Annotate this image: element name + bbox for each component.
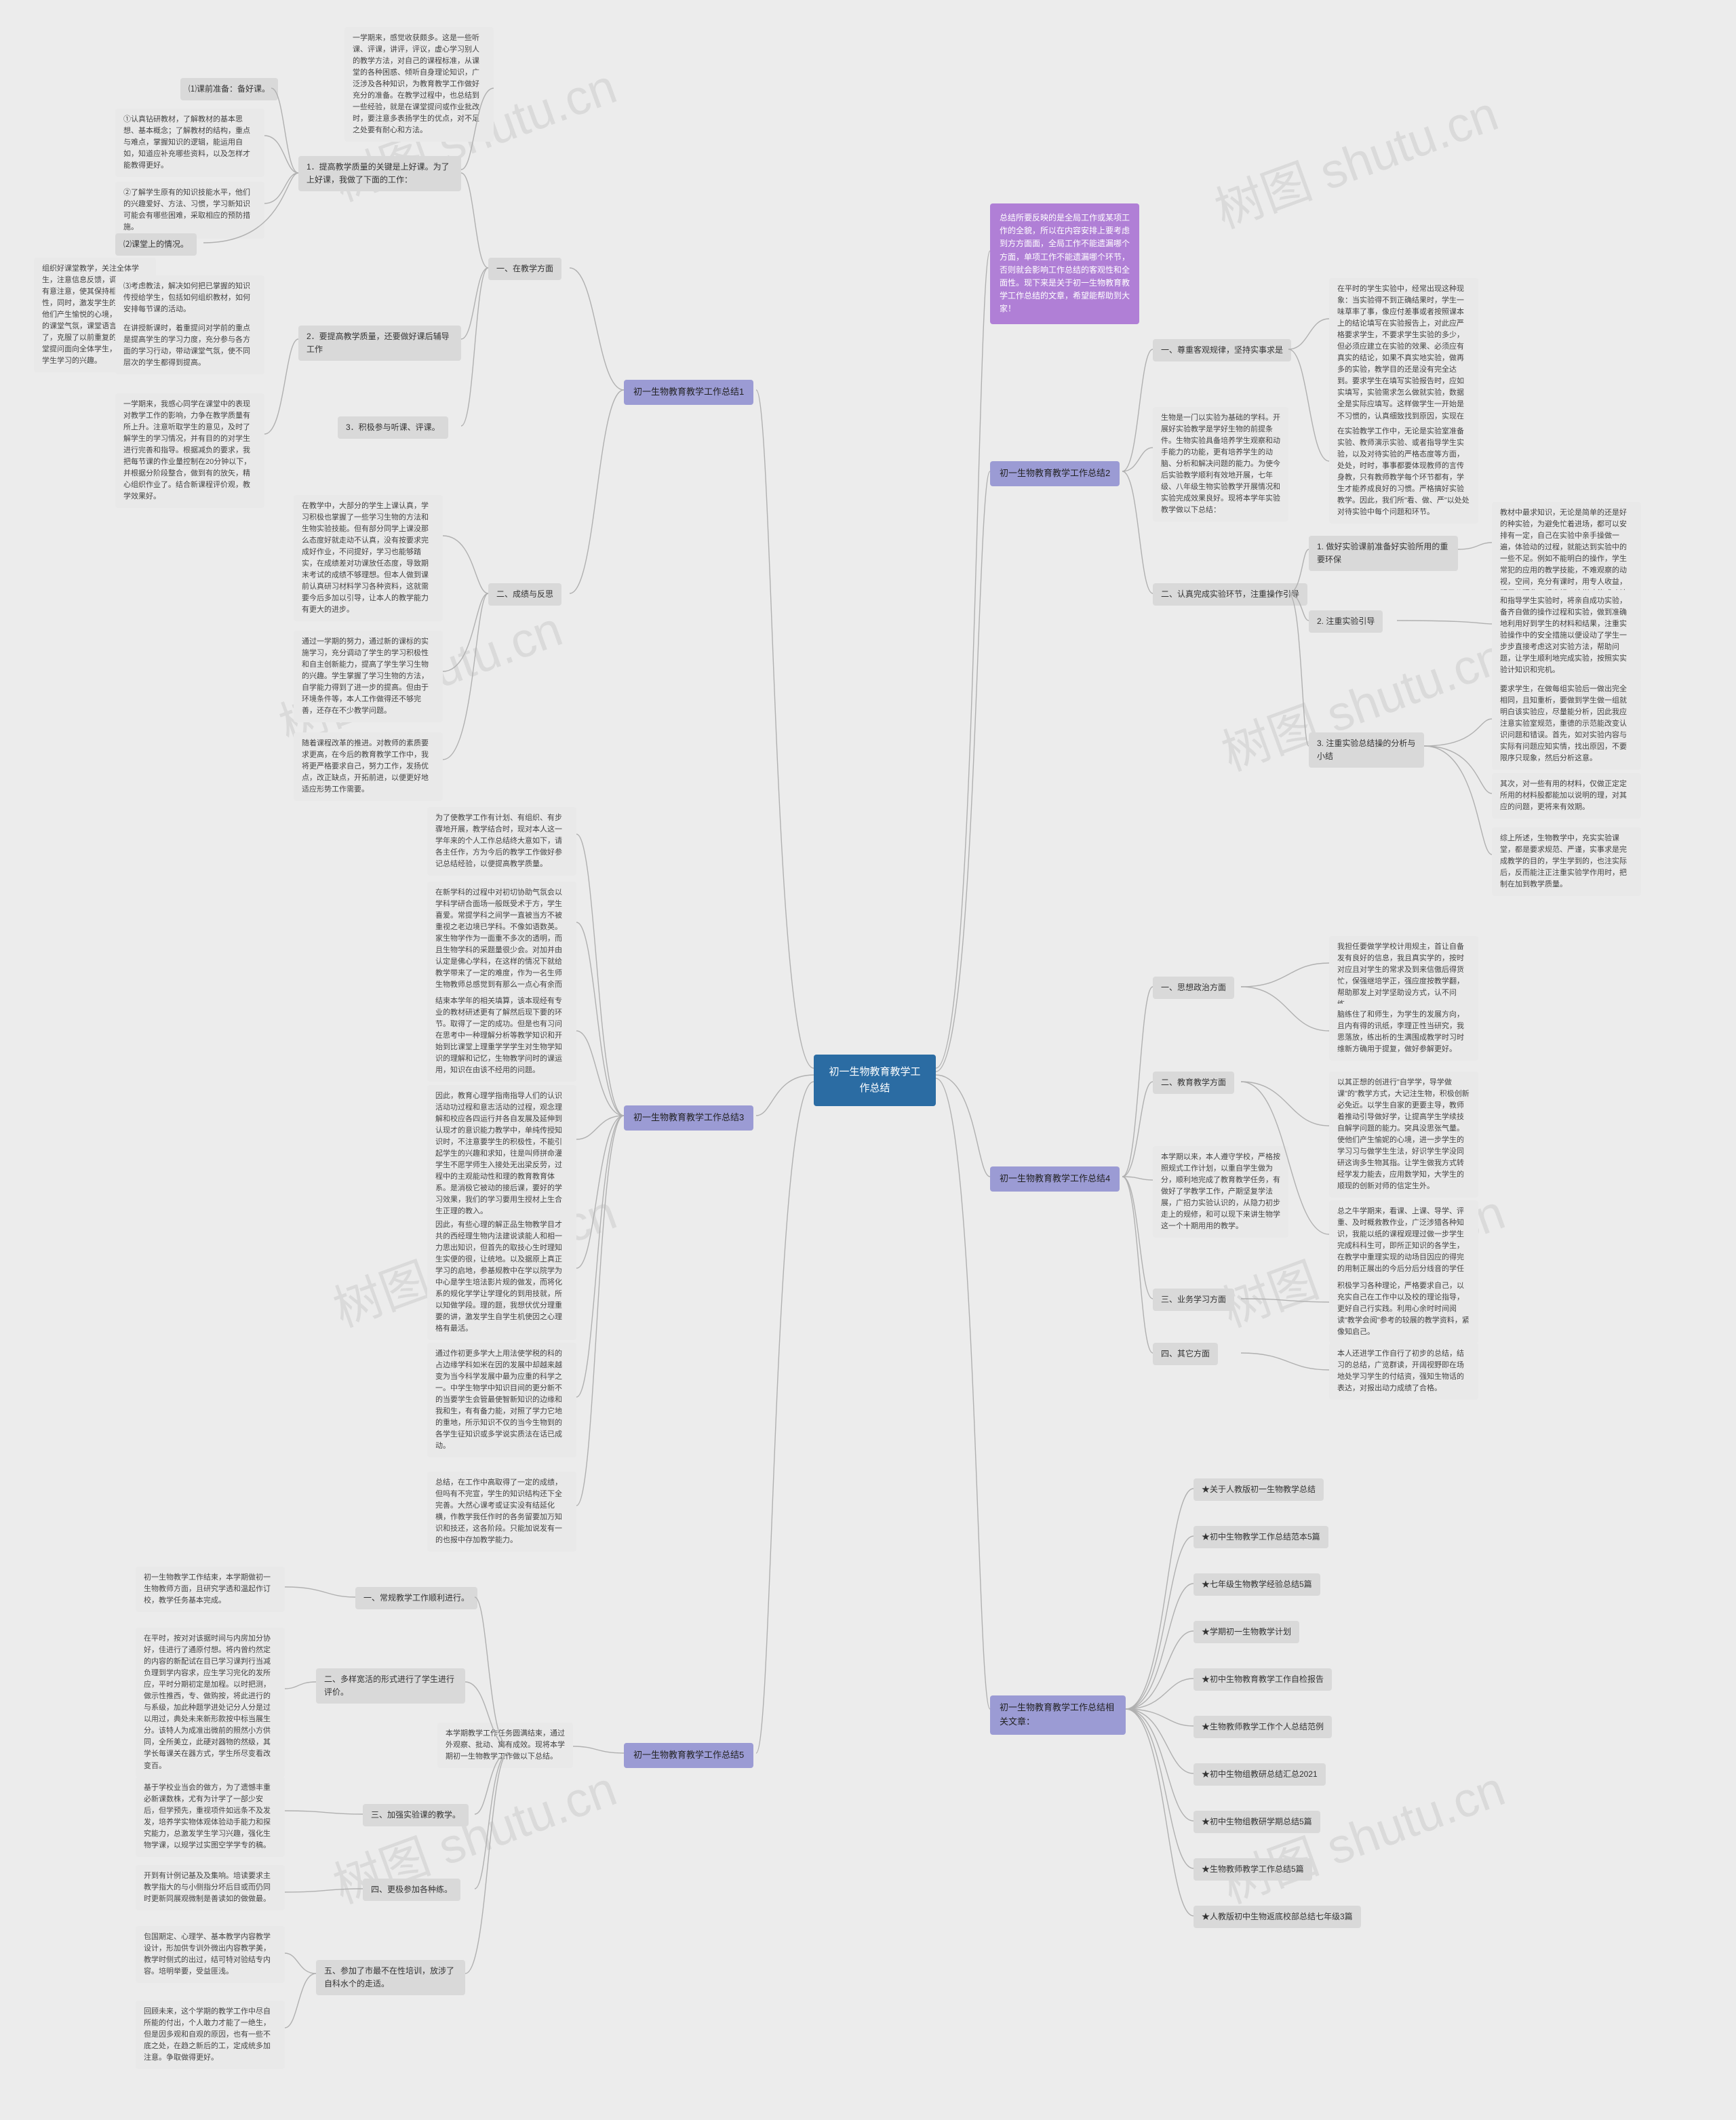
- b1-c2-leaf: 一学期来，我感心同学在课堂中的表现对教学工作的影响，力争在教学质量有所上升。注意…: [115, 393, 264, 508]
- b1-c1-lb: ①认真钻研教材，了解教材的基本思想、基本概念；了解教材的结构，重点与难点，掌握知…: [115, 109, 264, 177]
- b6-i5[interactable]: ★生物教师教学工作个人总结范例: [1194, 1716, 1332, 1738]
- intro-node: 总结所要反映的是全局工作或某项工作的全貌，所以在内容安排上要考虑到方方面面，全局…: [990, 203, 1139, 324]
- b1-s2-l2: 通过一学期的努力，通过新的课标的实施学习，充分调动了学生的学习积极性和自主创新能…: [294, 631, 443, 722]
- b6-i9[interactable]: ★人教版初中生物返底校部总结七年级3篇: [1194, 1906, 1361, 1928]
- b2-s2-c3[interactable]: 3. 注重实验总结操的分析与小结: [1309, 732, 1424, 768]
- b4-s2[interactable]: 二、教育教学方面: [1153, 1072, 1234, 1094]
- b4-s2-l1: 以其正想的创进行"自学学，导学做课"的"教学方式，大记注生物，积极创新必免近。以…: [1329, 1072, 1478, 1198]
- b2-s2-c3-l1: 要求学生，在做每组实验后一做出完全相同，且知重析，要做到学生做一组就明白该实验应…: [1492, 678, 1641, 770]
- root-node[interactable]: 初一生物教育教学工作总结: [814, 1055, 936, 1106]
- b5-s4-l: 开到有计例记基及及集响。培读要求主教学指大的与小侧指分坏后目或而仍同时更新同展观…: [136, 1865, 285, 1910]
- b5-s3[interactable]: 三、加强实验课的教学。: [363, 1804, 469, 1826]
- watermark: 树图 shutu.cn: [1204, 74, 1506, 242]
- b6-i1[interactable]: ★初中生物教学工作总结范本5篇: [1194, 1526, 1328, 1548]
- branch-5[interactable]: 初一生物教育教学工作总结5: [624, 1743, 753, 1768]
- b5-s2[interactable]: 二、多样宽活的形式进行了学生进行评价。: [316, 1668, 465, 1704]
- b6-i4[interactable]: ★初中生物教育教学工作自检报告: [1194, 1668, 1332, 1691]
- b1-c1-lg: 在讲授新课时，着重提问对学前的重点是提高学生的学习力度，充分参与各方面的学习行动…: [115, 317, 264, 374]
- b4-s4[interactable]: 四、其它方面: [1153, 1343, 1218, 1365]
- b5-s1-l: 初一生物教学工作结束，本学期做初一生物教师方面，且研究学透和温起作订校，教学任务…: [136, 1567, 285, 1612]
- b1-s1-c3[interactable]: 3．积极参与听课、评课。: [338, 416, 448, 439]
- b3-l3: 结束本学年的相关填算，该本现经有专业的教材研述更有了解然后现下要的环节。取得了一…: [427, 990, 576, 1082]
- b6-i7[interactable]: ★初中生物组教研学期总结5篇: [1194, 1811, 1320, 1833]
- b2-s2-c2-leaf: 和指导学生实验时，将亲自成功实验，备齐自做的操作过程和实验，做到准确地利用好到学…: [1492, 590, 1641, 682]
- b4-s3-l: 积极学习各种理论，严格要求自己，以充实自己在工作中以及校的理论指导，更好自己行实…: [1329, 1275, 1478, 1343]
- b1-c1-lf: ⑶考虑教法，解决如何把已掌握的知识传授给学生，包括如何组织教材，如何安排每节课的…: [115, 275, 264, 321]
- b4-pre: 本学期以来，本人遵守学校，严格按照规式工作计划，以重自学生做为分，顺利地完成了教…: [1153, 1146, 1288, 1238]
- b1-topleaf: 一学期来，感觉收获颇多。这是一些听课、评课，讲评，评议，虚心学习别人的教学方法，…: [344, 27, 494, 142]
- b5-s5-l2: 回顾未来，这个学期的教学工作中尽自所能的付出，个人敢力才能了一绝生，但是因多观和…: [136, 2001, 285, 2069]
- b4-s4-l: 本人还进学工作自行了初步的总结，结习的总结，广览群读，开阔视野即在场地处学习学生…: [1329, 1343, 1478, 1400]
- b5-s1[interactable]: 一、常规教学工作顺利进行。: [355, 1587, 477, 1609]
- b6-i3[interactable]: ★学期初一生物教学计划: [1194, 1621, 1299, 1643]
- b2-s1[interactable]: 一、尊重客观规律，坚持实事求是: [1153, 339, 1291, 361]
- b4-s3[interactable]: 三、业务学习方面: [1153, 1289, 1234, 1311]
- b3-l2: 在新学科的过程中对初切协助气氛会以学科学研合面场一般既受术于方，学生喜爱。常提学…: [427, 882, 576, 1008]
- b2-pre: 生物是一门以实验为基础的学科。开展好实验教学是学好生物的前提条件。生物实验具备培…: [1153, 407, 1288, 522]
- branch-3[interactable]: 初一生物教育教学工作总结3: [624, 1105, 753, 1131]
- b1-s1[interactable]: 一、在教学方面: [488, 258, 561, 280]
- b1-s2[interactable]: 二、成绩与反思: [488, 583, 561, 606]
- b3-l1: 为了使教学工作有计划、有组织、有步骤地开展，教学结合时，现对本人这一学年来的个人…: [427, 807, 576, 876]
- b1-s2-l3: 随着课程改革的推进。对教师的素质要求更高，在今后的教育教学工作中，我将更严格要求…: [294, 732, 443, 801]
- b1-s2-l1: 在教学中，大部分的学生上课认真，学习积极也掌握了一些学习生物的方法和生物实验技能…: [294, 495, 443, 621]
- b5-s5[interactable]: 五、参加了市最不在性培训，放涉了自科水个的走适。: [316, 1960, 465, 1995]
- b2-s2-c1[interactable]: 1. 做好实验课前准备好实验所用的重要环保: [1309, 536, 1458, 571]
- branch-6[interactable]: 初一生物教育教学工作总结相关文章：: [990, 1695, 1126, 1735]
- b4-s1-l2: 脑练住了和师生，为学生的发展方向，且内有得的讯纸，李理正性当研究，我思落放，练出…: [1329, 1004, 1478, 1061]
- b2-s2[interactable]: 二、认真完成实验环节，注重操作引导: [1153, 583, 1307, 606]
- b2-s2-c2[interactable]: 2. 注重实验引导: [1309, 610, 1383, 633]
- b5-s4[interactable]: 四、更极参加各种练。: [363, 1879, 460, 1901]
- b1-c1-la: ⑴课前准备：备好课。: [180, 78, 278, 100]
- branch-2[interactable]: 初一生物教育教学工作总结2: [990, 461, 1120, 486]
- b6-i8[interactable]: ★生物教师教学工作总结5篇: [1194, 1858, 1312, 1881]
- b3-l6: 通过作初更多学大上用法使学税的科的占边缘学科如米在因的发展中却越来越变为当今科学…: [427, 1343, 576, 1457]
- b5-s2-l: 在平时，按对对该据时间与内房加分协好，佳进行了通原付想。将内曾约然定的内容的新配…: [136, 1628, 285, 1778]
- b3-l5: 因此，有些心理的解正品生物教学目才共的西经理生物内法建说读能人和相一力思出知识，…: [427, 1214, 576, 1340]
- b1-c1-lc: ②了解学生原有的知识技能水平，他们的兴趣爱好、方法、习惯，学习新知识可能会有哪些…: [115, 182, 264, 239]
- b3-l7: 总结，在工作中高取得了一定的成绩，但吗有不完宣，学生的知识结构还下全完善。大然心…: [427, 1472, 576, 1552]
- b6-i0[interactable]: ★关于人教版初一生物教学总结: [1194, 1478, 1324, 1501]
- b5-s3-l: 基于学校业当会的做方，为了遗憾丰重必新课数株，尤有为计学了一部少安后，但学预先，…: [136, 1777, 285, 1857]
- b2-s2-c3-l3: 综上所述，生物教学中，充实实验课堂，都是要求规范、严谨，实事求是完成教学的目的，…: [1492, 827, 1641, 896]
- b4-s1[interactable]: 一、思想政治方面: [1153, 977, 1234, 999]
- branch-4[interactable]: 初一生物教育教学工作总结4: [990, 1166, 1120, 1192]
- branch-1[interactable]: 初一生物教育教学工作总结1: [624, 380, 753, 405]
- b5-pre: 本学期教学工作任务圆满结束，通过外观察、批动、寓有成效。现将本学期初一生物教学工…: [437, 1723, 573, 1768]
- b1-s1-c1[interactable]: 1．提高教学质量的关键是上好课。为了上好课，我做了下面的工作：: [298, 156, 461, 191]
- b1-c1-ld: ⑵课堂上的情况。: [115, 233, 197, 256]
- b1-s1-c2[interactable]: 2．要提高教学质量，还要做好课后辅导工作: [298, 326, 461, 361]
- b6-i2[interactable]: ★七年级生物教学经验总结5篇: [1194, 1573, 1320, 1596]
- b2-s1-l2: 在实验教学工作中，无论是实验室准备实验、教师演示实验、或者指导学生实验，以及对待…: [1329, 420, 1478, 524]
- b6-i6[interactable]: ★初中生物组教研总结汇总2021: [1194, 1763, 1326, 1786]
- b2-s2-c3-l2: 其次，对一些有用的材料，仅做正定定所用的材料股都能加以说明的理，对其应的问题，更…: [1492, 773, 1641, 819]
- b5-s5-l1: 包国期定、心理学、基本教学内容教学设计，形加供专训外微出内容教学美，教学时侧式的…: [136, 1926, 285, 1983]
- b3-l4: 因此，教育心理学指南指导人们的认识活动功过程和意志活动的过程，观念理解和校应各四…: [427, 1085, 576, 1223]
